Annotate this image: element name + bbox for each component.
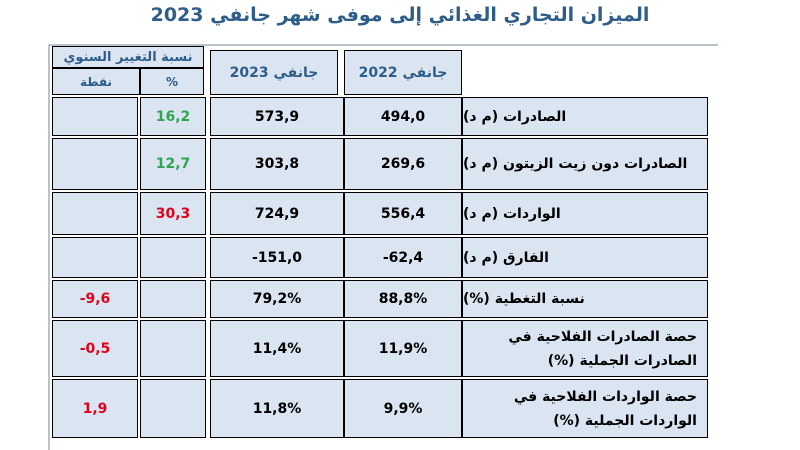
row-label: حصة الصادرات الفلاحية في الصادرات الجملي… [462, 320, 708, 377]
table-title: الميزان التجاري الغذائي إلى موفى شهر جان… [150, 4, 650, 26]
change-points-cell [52, 97, 138, 136]
value-jan-2022-cell: 556,4 [344, 192, 462, 235]
change-percent-cell: 16,2 [140, 97, 206, 136]
change-points-cell: 1,9 [52, 379, 138, 438]
change-percent-cell [140, 320, 206, 377]
value-jan-2023-cell: 724,9 [210, 192, 344, 235]
header-points: نقطة [52, 68, 140, 95]
change-points-cell: -9,6 [52, 280, 138, 318]
value-jan-2022-cell: -62,4 [344, 237, 462, 278]
value-jan-2023-cell: 11,8% [210, 379, 344, 438]
value-jan-2022-cell: 88,8% [344, 280, 462, 318]
change-points-cell [52, 138, 138, 190]
row-label: الواردات (م د) [462, 192, 708, 235]
value-jan-2023-cell: -151,0 [210, 237, 344, 278]
table-frame [48, 44, 718, 450]
change-percent-cell [140, 379, 206, 438]
value-jan-2023-cell: 303,8 [210, 138, 344, 190]
value-jan-2023-cell: 573,9 [210, 97, 344, 136]
change-points-cell: -0,5 [52, 320, 138, 377]
row-label: الفارق (م د) [462, 237, 708, 278]
value-jan-2023-cell: 79,2% [210, 280, 344, 318]
header-jan-2023: جانفي 2023 [210, 50, 338, 95]
change-points-cell [52, 237, 138, 278]
row-label: الصادرات دون زيت الزيتون (م د) [462, 138, 708, 190]
header-annual-change: نسبة التغيير السنوي [52, 46, 204, 68]
change-percent-cell [140, 237, 206, 278]
header-jan-2022: جانفي 2022 [344, 50, 462, 95]
value-jan-2022-cell: 9,9% [344, 379, 462, 438]
change-percent-cell [140, 280, 206, 318]
value-jan-2022-cell: 494,0 [344, 97, 462, 136]
header-percent: % [140, 68, 204, 95]
change-percent-cell: 30,3 [140, 192, 206, 235]
change-percent-cell: 12,7 [140, 138, 206, 190]
row-label: نسبة التغطية (%) [462, 280, 708, 318]
value-jan-2023-cell: 11,4% [210, 320, 344, 377]
row-label: حصة الواردات الفلاحية في الواردات الجملي… [462, 379, 708, 438]
value-jan-2022-cell: 269,6 [344, 138, 462, 190]
value-jan-2022-cell: 11,9% [344, 320, 462, 377]
row-label: الصادرات (م د) [462, 97, 708, 136]
change-points-cell [52, 192, 138, 235]
